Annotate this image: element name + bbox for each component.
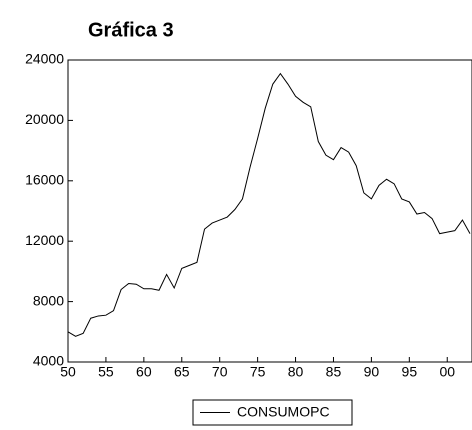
x-tick-label: 90	[364, 364, 380, 380]
x-tick-label: 70	[212, 364, 228, 380]
x-tick-label: 65	[174, 364, 190, 380]
y-tick-label: 16000	[25, 172, 64, 188]
x-tick-label: 50	[60, 364, 76, 380]
x-tick-label: 00	[439, 364, 455, 380]
x-tick-label: 55	[98, 364, 114, 380]
chart-title: Gráfica 3	[88, 19, 174, 41]
y-tick-label: 4000	[33, 353, 64, 369]
x-tick-label: 85	[326, 364, 342, 380]
x-tick-label: 80	[288, 364, 304, 380]
data-line	[67, 72, 471, 337]
x-tick-label: 95	[402, 364, 418, 380]
legend-box	[192, 399, 353, 426]
plot-frame	[67, 59, 472, 363]
x-tick-label: 75	[250, 364, 266, 380]
y-tick-label: 20000	[25, 111, 64, 127]
y-tick-label: 24000	[25, 51, 64, 67]
legend-label: CONSUMOPC	[237, 404, 330, 420]
x-tick-label: 60	[136, 364, 152, 380]
y-tick-label: 12000	[25, 232, 64, 248]
y-tick-label: 8000	[33, 292, 64, 308]
